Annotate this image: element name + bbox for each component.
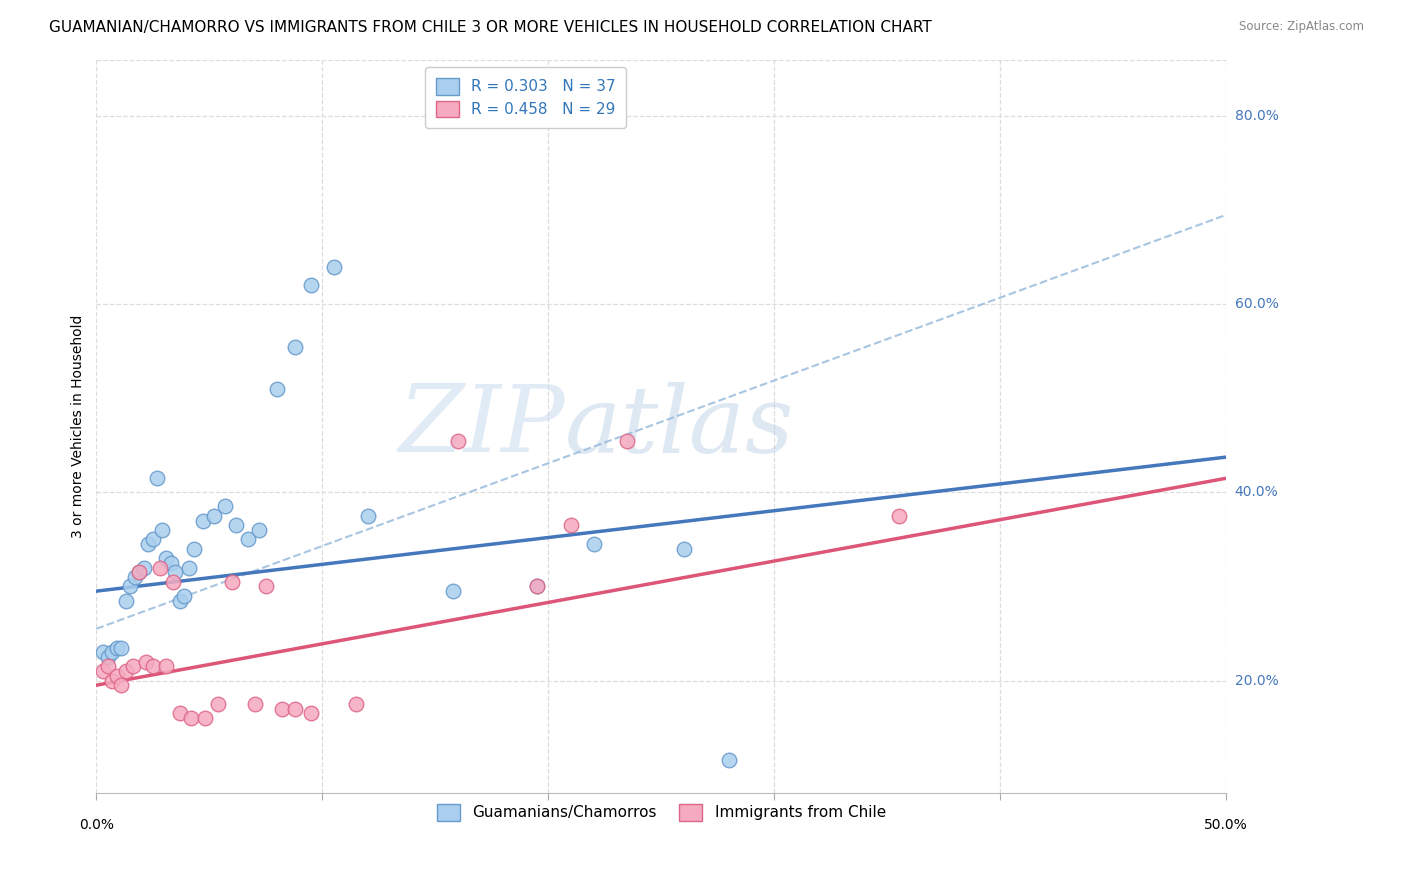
Text: 20.0%: 20.0% <box>1234 673 1278 688</box>
Point <box>162 574 184 589</box>
Point <box>718 754 741 768</box>
Point <box>526 579 548 593</box>
Point <box>887 508 910 523</box>
Point <box>191 514 214 528</box>
Point <box>105 640 128 655</box>
Point <box>356 508 378 523</box>
Point <box>284 339 307 353</box>
Point <box>121 659 143 673</box>
Point <box>207 697 229 711</box>
Text: 40.0%: 40.0% <box>1234 485 1278 500</box>
Point <box>114 593 136 607</box>
Point <box>243 697 266 711</box>
Point <box>155 659 177 673</box>
Point <box>169 593 191 607</box>
Text: atlas: atlas <box>565 382 794 472</box>
Point <box>132 560 155 574</box>
Point <box>441 584 464 599</box>
Point <box>146 471 169 485</box>
Point <box>169 706 191 721</box>
Point <box>124 570 146 584</box>
Point <box>155 551 177 566</box>
Point <box>194 711 217 725</box>
Point <box>672 541 695 556</box>
Point <box>247 523 270 537</box>
Point <box>160 556 183 570</box>
Text: ZIP: ZIP <box>399 382 565 472</box>
Point <box>616 434 638 448</box>
Text: 50.0%: 50.0% <box>1205 818 1249 832</box>
Point <box>284 702 307 716</box>
Point <box>135 655 157 669</box>
Point <box>526 579 548 593</box>
Point <box>91 664 114 678</box>
Point <box>101 645 124 659</box>
Text: GUAMANIAN/CHAMORRO VS IMMIGRANTS FROM CHILE 3 OR MORE VEHICLES IN HOUSEHOLD CORR: GUAMANIAN/CHAMORRO VS IMMIGRANTS FROM CH… <box>49 20 932 35</box>
Text: Source: ZipAtlas.com: Source: ZipAtlas.com <box>1239 20 1364 33</box>
Point <box>105 669 128 683</box>
Point <box>97 650 120 665</box>
Point <box>110 640 132 655</box>
Point <box>142 659 165 673</box>
Point <box>254 579 277 593</box>
Point <box>447 434 470 448</box>
Point <box>173 589 195 603</box>
Point <box>180 711 202 725</box>
Point <box>582 537 605 551</box>
Point <box>110 678 132 692</box>
Point <box>299 706 322 721</box>
Point <box>266 382 288 396</box>
Point <box>101 673 124 688</box>
Point <box>225 518 247 533</box>
Point <box>560 518 582 533</box>
Point <box>128 566 150 580</box>
Text: 60.0%: 60.0% <box>1234 297 1278 311</box>
Point <box>114 664 136 678</box>
Legend: Guamanians/Chamorros, Immigrants from Chile: Guamanians/Chamorros, Immigrants from Ch… <box>427 795 896 830</box>
Point <box>270 702 292 716</box>
Text: 0.0%: 0.0% <box>79 818 114 832</box>
Point <box>142 533 165 547</box>
Point <box>136 537 159 551</box>
Point <box>344 697 367 711</box>
Point <box>128 566 150 580</box>
Point <box>236 533 259 547</box>
Point <box>299 278 322 293</box>
Text: 80.0%: 80.0% <box>1234 109 1278 123</box>
Point <box>183 541 205 556</box>
Point <box>149 560 172 574</box>
Point <box>202 508 225 523</box>
Point <box>322 260 344 274</box>
Point <box>120 579 142 593</box>
Point <box>165 566 187 580</box>
Point <box>91 645 114 659</box>
Point <box>214 500 236 514</box>
Point <box>150 523 173 537</box>
Point <box>221 574 243 589</box>
Y-axis label: 3 or more Vehicles in Household: 3 or more Vehicles in Household <box>72 315 86 538</box>
Point <box>177 560 200 574</box>
Point <box>97 659 120 673</box>
